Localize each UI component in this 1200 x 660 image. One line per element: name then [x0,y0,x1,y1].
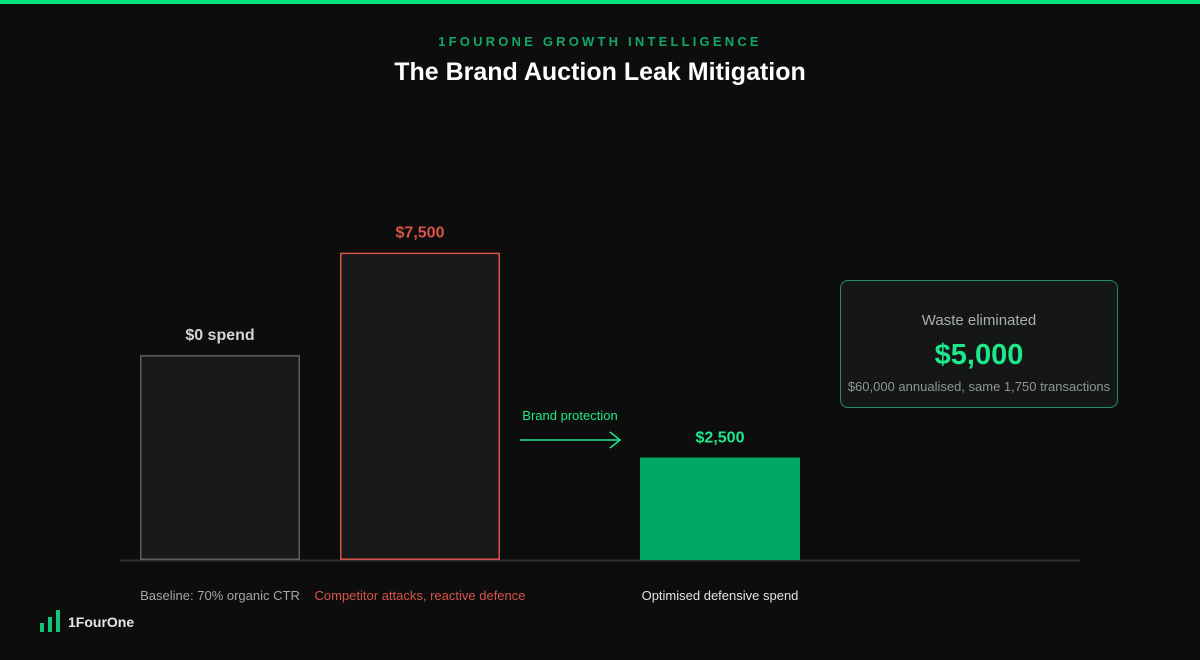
category-label-1: Baseline: 70% organic CTR [140,588,300,603]
bar-chart-logo-icon [40,610,62,632]
top-accent-bar [0,0,1200,4]
arrow-head-icon [609,431,622,449]
bar-2 [340,252,500,560]
eyebrow-label: 1FOURONE GROWTH INTELLIGENCE [438,34,762,49]
category-label-3: Optimised defensive spend [642,588,799,603]
callout-label: Waste eliminated [921,312,1037,329]
annotation-label: Brand protection [522,408,617,423]
brand-name: 1FourOne [68,614,135,630]
callout-value: $5,000 [934,339,1024,371]
bar-value-label-3: $2,500 [696,430,745,447]
bar-3 [640,457,800,560]
bar-value-label-2: $7,500 [396,225,445,242]
callout-subtext: $60,000 annualised, same 1,750 transacti… [847,379,1111,394]
page-title: The Brand Auction Leak Mitigation [394,58,806,86]
bar-1 [140,355,300,561]
bar-value-label-1: $0 spend [185,327,254,344]
waste-eliminated-callout: Waste eliminated $5,000 $60,000 annualis… [840,280,1118,408]
category-label-2: Competitor attacks, reactive defence [315,588,526,603]
